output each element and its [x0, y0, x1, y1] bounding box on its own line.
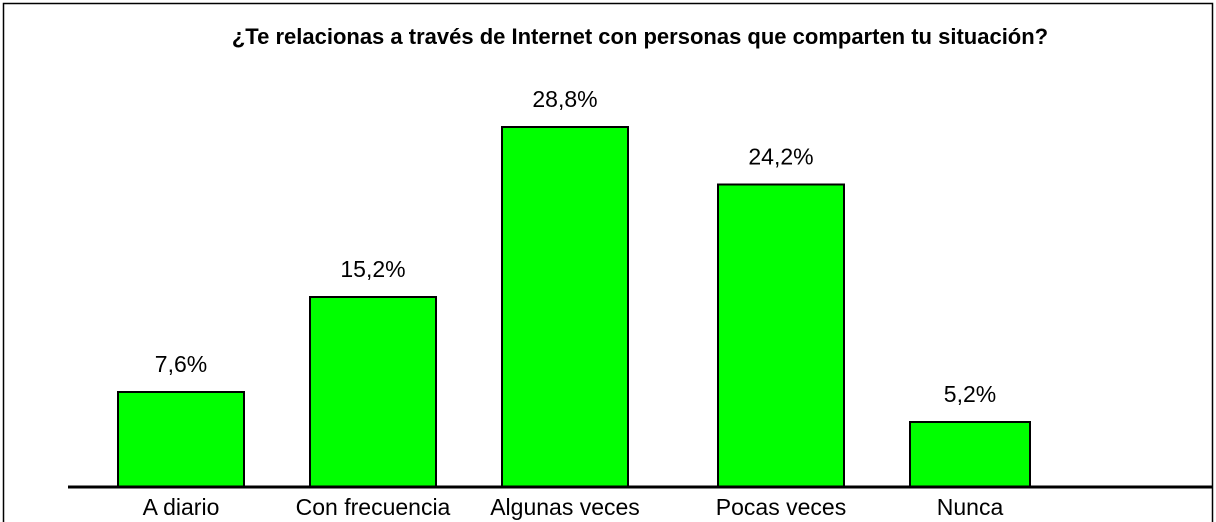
chart-title: ¿Te relacionas a través de Internet con …: [232, 24, 1048, 49]
value-label: 15,2%: [340, 256, 405, 282]
value-label: 28,8%: [532, 86, 597, 112]
x-tick-label: Pocas veces: [716, 494, 846, 520]
bar: [501, 126, 629, 488]
bar: [117, 391, 245, 488]
bar: [909, 421, 1031, 488]
value-label: 5,2%: [944, 381, 996, 407]
x-tick-label: Con frecuencia: [296, 494, 451, 520]
x-tick-label: Nunca: [937, 494, 1004, 520]
bar: [717, 183, 845, 488]
x-tick-label: Algunas veces: [490, 494, 640, 520]
value-label: 24,2%: [748, 144, 813, 170]
value-label: 7,6%: [155, 351, 207, 377]
bar: [309, 296, 437, 488]
x-tick-label: A diario: [143, 494, 220, 520]
